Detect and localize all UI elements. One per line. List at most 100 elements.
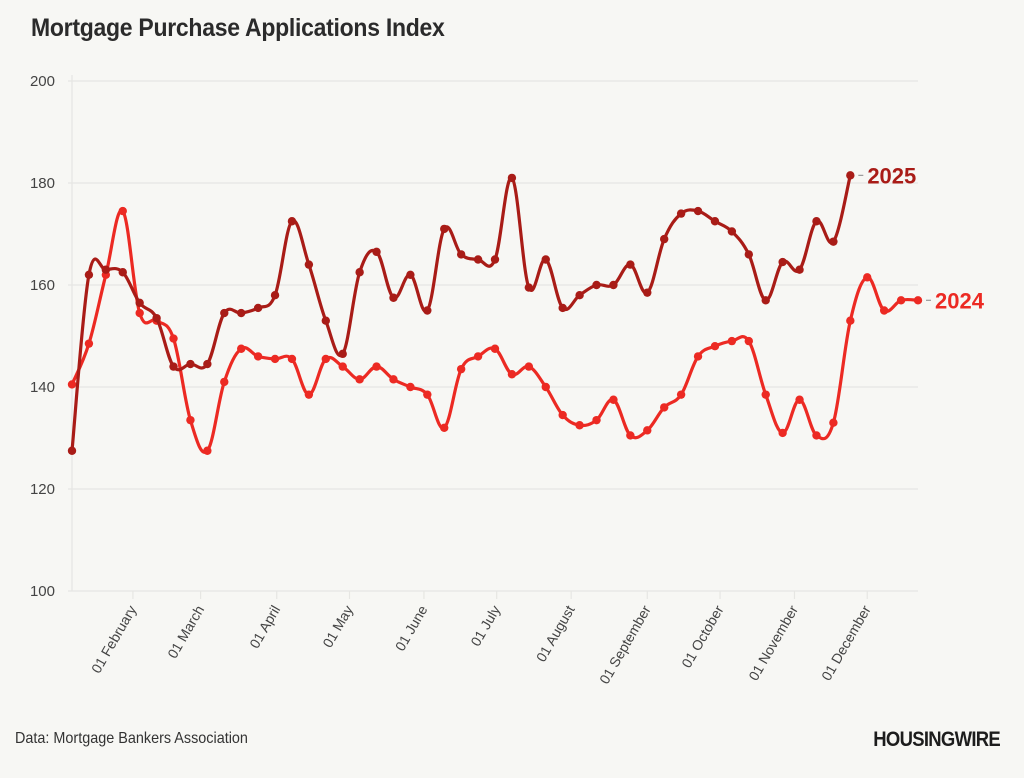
data-point-2024 [744, 336, 753, 346]
data-point-2024 [304, 390, 314, 399]
data-point-2025 [355, 268, 364, 277]
data-point-2024 [795, 395, 804, 404]
data-point-2024 [338, 362, 347, 371]
data-point-2024 [423, 390, 432, 399]
data-point-2025 [643, 288, 652, 297]
data-point-2025 [456, 250, 466, 259]
data-point-2025 [186, 359, 195, 369]
data-point-2024 [203, 446, 212, 455]
chart-title: Mortgage Purchase Applications Index [31, 14, 445, 42]
x-tick-label: 01 February [88, 603, 140, 676]
data-point-2024 [135, 308, 144, 318]
data-point-2025 [575, 291, 584, 300]
data-point-2024 [84, 339, 94, 348]
x-tick-label: 01 May [319, 603, 356, 651]
data-point-2025 [626, 260, 635, 269]
data-point-2025 [846, 171, 855, 180]
data-point-2025 [203, 359, 212, 369]
data-point-2025 [473, 255, 483, 264]
series-label-2025: 2025 [867, 163, 916, 188]
series-layer [67, 171, 923, 455]
y-axis-ticks: 100 120 140 160 180 200 [30, 73, 55, 600]
data-point-2025 [152, 313, 161, 323]
x-axis-ticks: 01 February 01 March 01 April 01 May 01 June… [88, 602, 874, 686]
data-point-2024 [490, 344, 500, 353]
data-point-2024 [456, 364, 466, 374]
data-point-2024 [440, 423, 449, 432]
data-point-2024 [169, 334, 178, 343]
data-point-2025 [321, 316, 330, 325]
data-point-2025 [389, 293, 398, 302]
data-point-2025 [237, 308, 246, 318]
data-point-2025 [710, 217, 720, 226]
data-point-2025 [761, 296, 770, 305]
x-tick-label: 01 October [678, 602, 727, 670]
data-source-note: Data: Mortgage Bankers Association [15, 730, 248, 747]
data-point-2024 [253, 352, 263, 361]
data-point-2024 [372, 362, 381, 371]
data-point-2025 [372, 247, 381, 257]
data-point-2025 [592, 280, 601, 290]
data-point-2025 [558, 303, 567, 313]
data-point-2024 [863, 273, 872, 282]
x-tick-label: 01 November [745, 602, 801, 683]
data-point-2024 [575, 421, 584, 430]
data-point-2025 [423, 306, 432, 315]
data-point-2025 [609, 280, 618, 290]
data-point-2025 [693, 206, 703, 216]
data-point-2025 [795, 265, 804, 274]
data-point-2024 [676, 390, 686, 399]
data-point-2024 [846, 316, 855, 325]
data-point-2025 [541, 255, 550, 264]
y-tick-label: 120 [30, 481, 55, 498]
data-point-2024 [761, 390, 770, 399]
x-tick-label: 01 June [392, 602, 431, 653]
data-point-2025 [744, 250, 753, 259]
series-end-labels: 2024 2025 [858, 163, 985, 313]
data-point-2024 [626, 431, 635, 440]
data-point-2024 [592, 415, 601, 425]
data-point-2024 [321, 354, 330, 364]
data-point-2024 [118, 206, 127, 216]
data-point-2024 [693, 352, 703, 361]
data-point-2024 [473, 352, 483, 361]
data-point-2024 [558, 410, 567, 420]
data-point-2025 [660, 234, 669, 244]
data-point-2025 [304, 260, 314, 269]
data-point-2025 [524, 283, 534, 292]
data-point-2025 [118, 268, 127, 277]
data-point-2024 [220, 377, 229, 387]
x-tick-label: 01 September [596, 602, 654, 686]
data-point-2024 [896, 296, 906, 305]
data-point-2024 [406, 382, 415, 392]
data-point-2025 [490, 255, 500, 264]
data-point-2025 [778, 257, 787, 267]
data-point-2024 [879, 306, 889, 315]
housingwire-logo: HOUSINGWIRE [873, 728, 1000, 751]
data-point-2025 [676, 209, 686, 218]
data-point-2025 [507, 173, 517, 183]
data-point-2024 [609, 395, 618, 404]
data-point-2024 [270, 354, 280, 364]
series-2025 [67, 171, 855, 455]
data-point-2024 [389, 375, 398, 384]
data-point-2025 [829, 237, 838, 246]
data-point-2024 [778, 428, 787, 438]
data-point-2025 [101, 265, 111, 274]
data-point-2025 [253, 303, 263, 313]
data-point-2024 [237, 344, 246, 353]
data-point-2024 [812, 431, 821, 440]
y-tick-label: 100 [30, 583, 55, 600]
data-point-2025 [287, 217, 297, 226]
data-point-2025 [406, 270, 415, 279]
data-point-2024 [710, 342, 720, 351]
data-point-2024 [727, 336, 737, 346]
data-point-2025 [169, 362, 178, 371]
data-point-2024 [507, 370, 517, 379]
data-point-2025 [220, 308, 229, 318]
data-point-2025 [84, 270, 94, 279]
x-tick-label: 01 December [818, 602, 874, 683]
x-tick-label: 01 July [467, 603, 503, 649]
data-point-2025 [812, 217, 821, 226]
data-point-2024 [67, 380, 77, 389]
